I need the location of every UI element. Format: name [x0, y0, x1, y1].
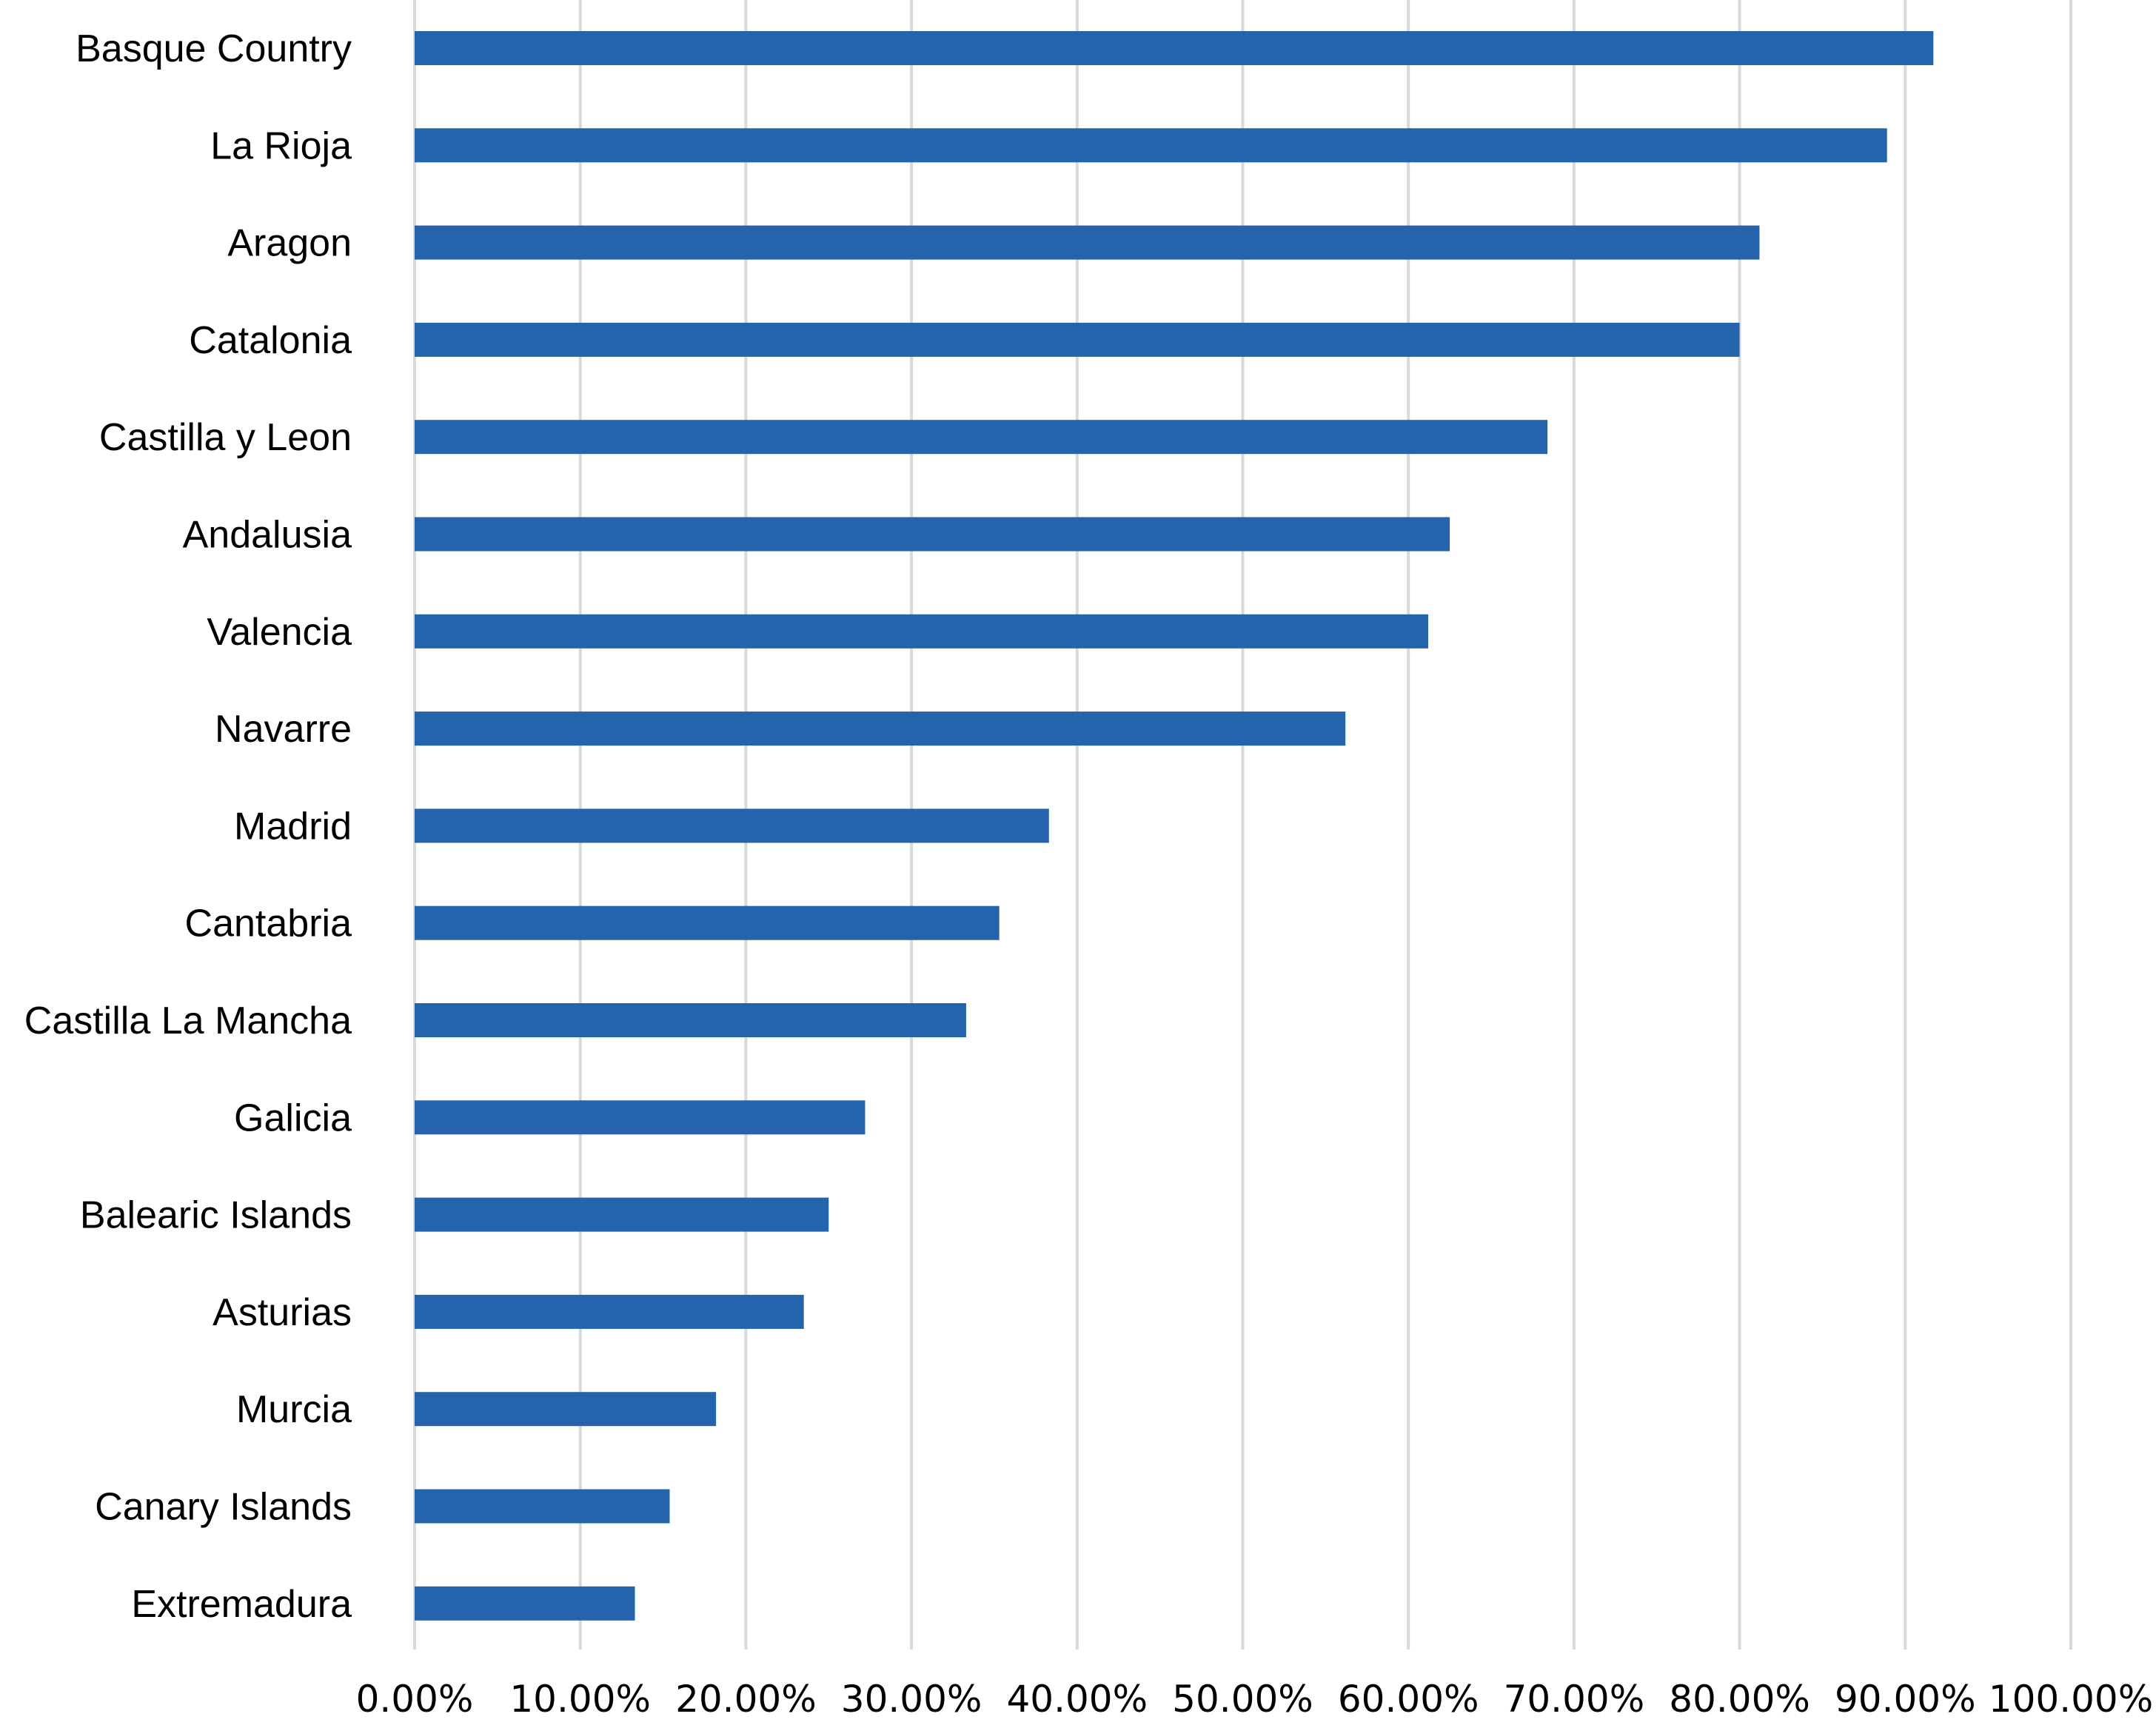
bar [415, 808, 1049, 843]
category-label: Extremadura [131, 1583, 352, 1626]
category-label: Balearic Islands [80, 1194, 352, 1237]
category-label: Valencia [207, 611, 352, 654]
x-tick-label: 20.00% [675, 1678, 817, 1721]
bars [415, 31, 1934, 1621]
category-label: Asturias [212, 1291, 352, 1334]
x-tick-label: 100.00% [1989, 1678, 2153, 1721]
bar [415, 31, 1934, 65]
category-label: Basque Country [76, 27, 352, 70]
x-tick-labels: 0.00% 10.00% 20.00% 30.00% 40.00% 50.00% 60.00… [356, 1678, 2154, 1721]
category-label: Cantabria [185, 902, 352, 945]
bar [415, 128, 1887, 163]
bar [415, 1197, 829, 1232]
bar [415, 614, 1429, 649]
bar [415, 1294, 804, 1329]
bar [415, 517, 1450, 552]
bar [415, 420, 1548, 455]
x-tick-label: 30.00% [841, 1678, 982, 1721]
category-label: Canary Islands [95, 1486, 352, 1529]
category-label: Castilla y Leon [99, 416, 352, 459]
category-label: Castilla La Mancha [24, 999, 352, 1042]
x-tick-label: 50.00% [1172, 1678, 1313, 1721]
bar [415, 905, 1000, 940]
bar [415, 1003, 966, 1037]
x-tick-label: 70.00% [1504, 1678, 1645, 1721]
category-label: La Rioja [210, 124, 352, 167]
x-tick-label: 40.00% [1006, 1678, 1148, 1721]
bar [415, 711, 1346, 746]
bar [415, 1489, 670, 1524]
category-label: Madrid [234, 805, 352, 848]
category-label: Catalonia [189, 319, 352, 362]
x-tick-label: 60.00% [1338, 1678, 1479, 1721]
category-label: Aragon [227, 222, 352, 265]
x-tick-label: 0.00% [356, 1678, 474, 1721]
x-tick-label: 90.00% [1835, 1678, 1976, 1721]
category-label: Murcia [236, 1388, 352, 1431]
bar [415, 1586, 635, 1621]
bar [415, 322, 1740, 357]
x-tick-label: 80.00% [1669, 1678, 1810, 1721]
bar [415, 1100, 866, 1135]
category-label: Navarre [215, 708, 352, 751]
bar [415, 1392, 717, 1427]
category-labels: Basque Country La Rioja Aragon Catalonia Cas… [24, 27, 352, 1626]
bar [415, 225, 1760, 260]
x-tick-label: 10.00% [509, 1678, 651, 1721]
gridlines [413, 0, 2072, 1650]
category-label: Galicia [234, 1096, 352, 1139]
category-label: Andalusia [183, 514, 352, 557]
